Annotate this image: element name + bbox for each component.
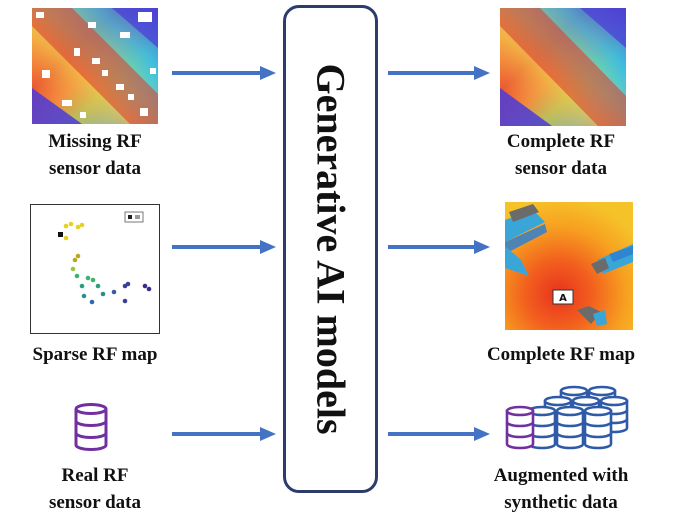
arrow-input-2: [172, 240, 276, 254]
arrow-output-3: [388, 427, 490, 441]
database-icon: [74, 403, 108, 451]
missing-rf-label: Missing RF sensor data: [48, 131, 142, 179]
complete-rf-label: Complete RF sensor data: [506, 131, 616, 179]
complete-rf-map: A: [505, 202, 633, 330]
sparse-rf-label: Sparse RF map: [32, 344, 158, 365]
arrow-output-1: [388, 66, 490, 80]
arrow-input-1: [172, 66, 276, 80]
arrow-input-3: [172, 427, 276, 441]
center-title: Generative AI models: [308, 63, 353, 435]
real-rf-label: Real RF sensor data: [48, 465, 142, 513]
augmented-label: Augmented with synthetic data: [493, 465, 629, 513]
access-point-icon: A: [552, 289, 574, 305]
svg-text:A: A: [559, 293, 567, 304]
sparse-rf-map: [30, 204, 160, 334]
arrow-output-2: [388, 240, 490, 254]
generative-ai-models-box: Generative AI models: [283, 5, 378, 493]
missing-rf-heatmap: [32, 8, 158, 124]
map-legend-icon: [124, 211, 144, 223]
database-stack-icon: [505, 385, 629, 450]
complete-rf-heatmap: [500, 8, 626, 126]
complete-rf-map-label: Complete RF map: [486, 344, 636, 365]
